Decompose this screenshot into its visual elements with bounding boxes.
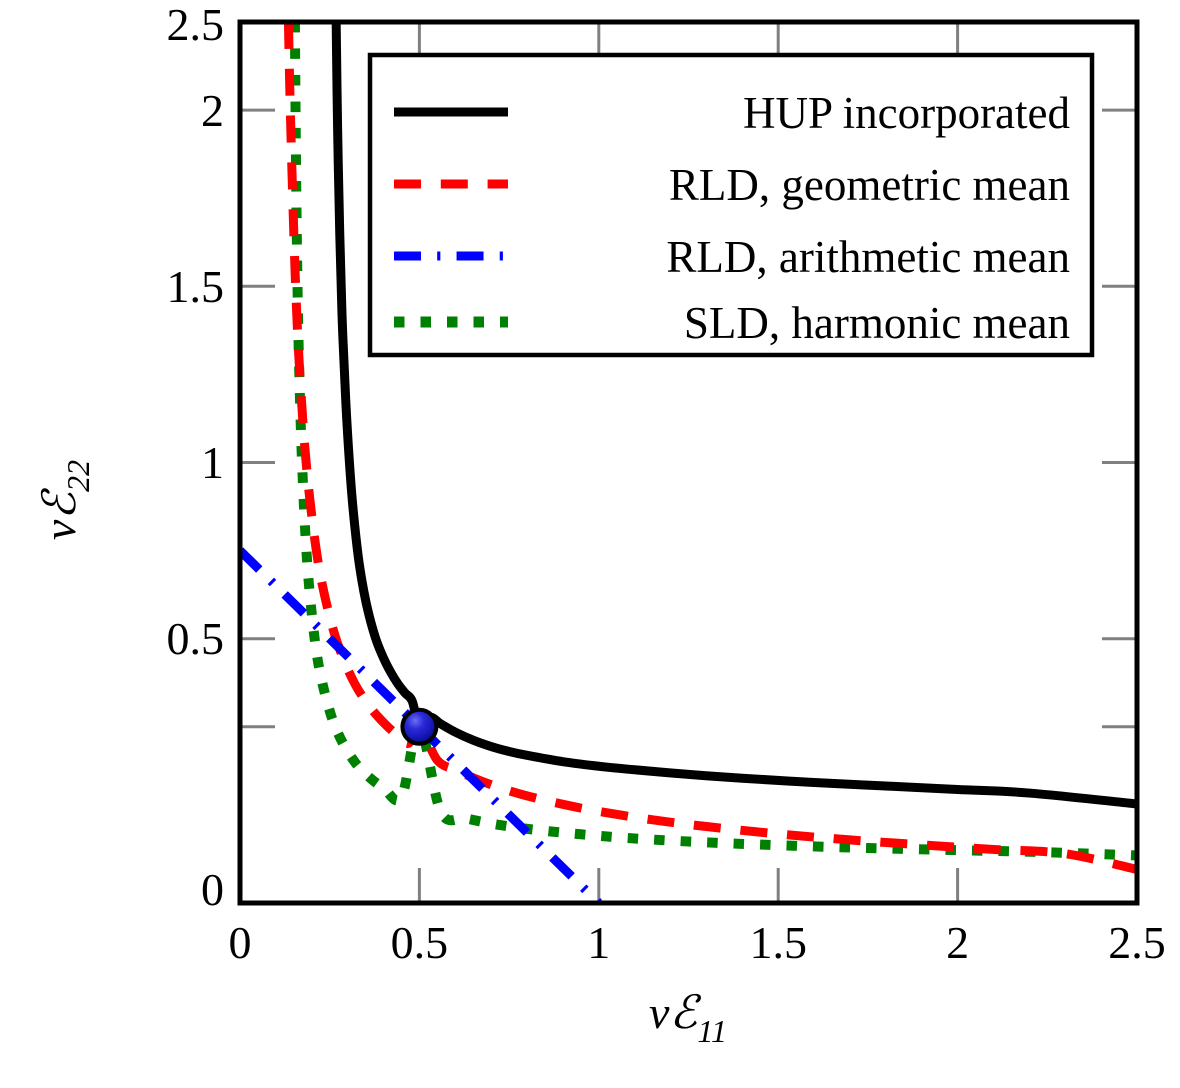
svg-text:νℰ11: νℰ11 [649, 987, 727, 1049]
legend-label: HUP incorporated [743, 88, 1070, 138]
y-axis-subscript: 22 [60, 460, 96, 492]
x-axis-subscript: 11 [697, 1013, 727, 1049]
legend-item-hup-incorporated[interactable]: HUP incorporated [394, 88, 1070, 138]
legend-item-rld-geometric-mean[interactable]: RLD, geometric mean [394, 160, 1070, 210]
y-tick-label: 0.5 [167, 613, 225, 664]
y-tick-label: 1 [201, 437, 224, 488]
y-tick-label: 0 [201, 864, 224, 915]
x-tick-label: 1 [587, 917, 610, 968]
legend-box [367, 52, 1095, 358]
legend-item-sld-harmonic-mean[interactable]: SLD, harmonic mean [394, 298, 1070, 348]
svg-text:νℰ22: νℰ22 [34, 460, 96, 540]
axis-frame [237, 19, 1140, 906]
x-tick-labels: 0 0.5 1 1.5 2 2.5 [229, 917, 1166, 968]
data-curves [240, 22, 1137, 903]
y-tick-label: 1.5 [167, 261, 225, 312]
x-axis-nu: ν [649, 987, 670, 1038]
x-tick-label: 2 [946, 917, 969, 968]
series-sld-harmonic-mean [289, 22, 1137, 861]
x-axis-script-e: ℰ [669, 987, 701, 1038]
x-tick-label: 2.5 [1108, 917, 1166, 968]
y-tick-label: 2 [201, 85, 224, 136]
x-tick-marks [417, 22, 960, 903]
legend-label: RLD, geometric mean [669, 160, 1070, 210]
x-axis-title: νℰ11 [649, 987, 727, 1049]
x-tick-label: 1.5 [749, 917, 807, 968]
y-axis-script-e: ℰ [34, 488, 85, 520]
y-tick-labels: 2.5 2 1.5 1 0.5 0 [167, 0, 225, 915]
y-axis-title: νℰ22 [34, 460, 96, 540]
x-tick-label: 0.5 [391, 917, 449, 968]
y-axis-nu: ν [34, 519, 85, 540]
y-tick-label: 2.5 [167, 0, 225, 50]
y-tick-marks [240, 108, 1137, 729]
marker-layer [400, 707, 439, 746]
intersection-point [400, 707, 439, 746]
legend: HUP incorporated RLD, geometric mean RLD… [367, 52, 1095, 358]
x-tick-label: 0 [229, 917, 252, 968]
legend-item-rld-arithmetic-mean[interactable]: RLD, arithmetic mean [394, 232, 1070, 282]
legend-label: SLD, harmonic mean [684, 298, 1070, 348]
legend-label: RLD, arithmetic mean [666, 232, 1070, 282]
